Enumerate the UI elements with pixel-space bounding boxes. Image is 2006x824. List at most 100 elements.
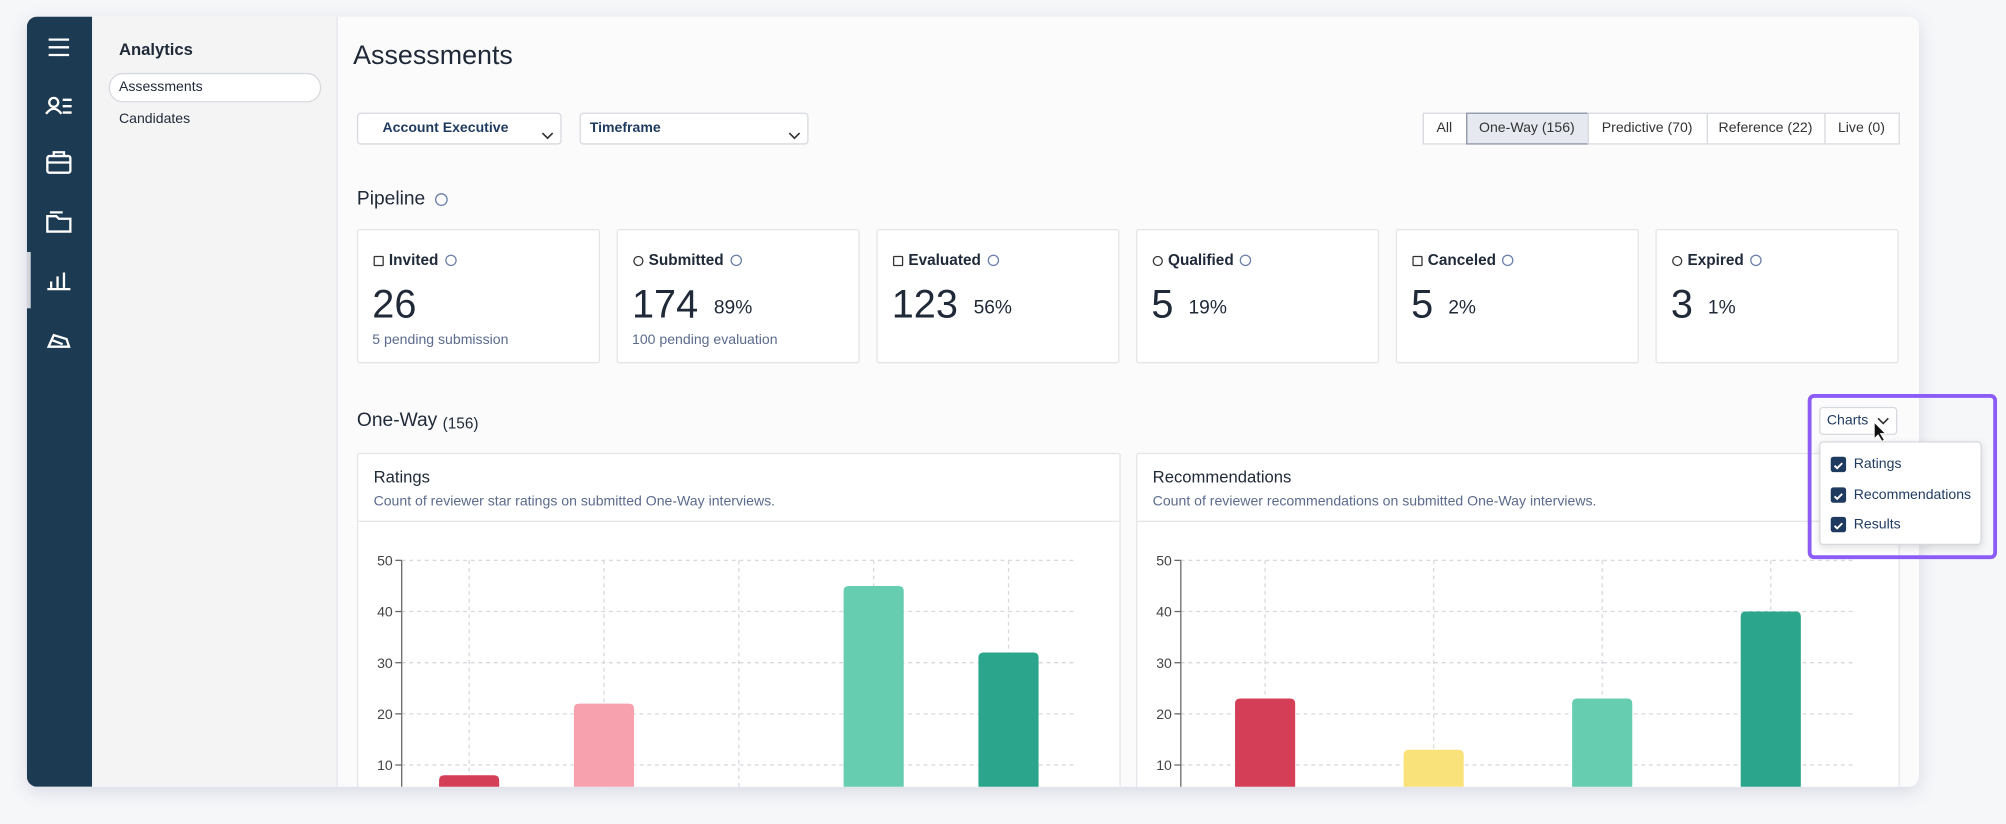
tab-label[interactable]: One-Way (156) [1479,120,1575,136]
card-value: 5 [1151,281,1174,327]
charts-button-label[interactable]: Charts [1826,413,1869,429]
pipeline-card [1395,229,1639,364]
nav-title: Analytics [118,39,193,59]
bar [1740,611,1801,787]
card-percent: 1% [1707,296,1736,319]
bar [573,703,635,787]
tab-label[interactable]: Reference (22) [1718,120,1813,136]
card-label: Submitted [648,250,724,269]
nav-item[interactable]: Assessments [118,79,203,95]
tab-label[interactable]: Predictive (70) [1601,120,1693,136]
pipeline-card [1136,229,1380,364]
checkbox-label[interactable]: Ratings [1853,456,1902,473]
active-indicator [26,252,31,309]
card-percent: 2% [1448,296,1476,319]
info-icon [987,254,1000,267]
section-count: (156) [442,414,479,433]
y-tick-label: 30 [377,655,393,671]
chart-subtitle: Count of reviewer star ratings on submit… [373,493,776,510]
card-percent: 89% [713,296,753,319]
pipeline-card [1655,229,1899,364]
pipeline-card [356,229,601,364]
checkbox[interactable] [1830,456,1847,473]
checkbox-label[interactable]: Results [1853,516,1901,533]
y-tick-label: 40 [377,604,393,620]
bar [439,775,500,787]
pipeline-card [876,229,1120,364]
filter-label[interactable]: Timeframe [589,120,661,136]
divider [1137,520,1899,522]
card-percent: 19% [1188,296,1227,319]
tab-selected[interactable] [1466,112,1589,145]
tab[interactable] [1706,112,1826,145]
card-value: 26 [372,281,417,327]
charts-menu: Ratings Recommendations Results [1819,441,1982,545]
divider [358,520,1120,522]
filter-dropdown[interactable] [356,112,562,145]
card-icon [1152,255,1163,267]
card-value: 5 [1411,281,1434,327]
info-icon [1239,254,1252,267]
chart-title: Ratings [373,466,430,487]
folders-icon[interactable] [46,211,72,233]
card-value: 3 [1670,281,1693,327]
card-label: Expired [1687,250,1744,269]
info-icon [730,254,743,267]
bar [1572,698,1633,787]
nav-item-active[interactable] [108,72,322,103]
bar-chart: 10 20 30 40 50 [1156,552,1856,787]
y-tick-label: 50 [1156,552,1172,568]
tab[interactable] [1824,112,1900,145]
y-tick-label: 40 [1156,604,1172,620]
y-tick-label: 10 [1156,757,1172,773]
highlight-box [1807,394,1998,560]
info-icon [1750,254,1762,267]
filter-label[interactable]: Account Executive [382,120,509,136]
bar [1235,698,1296,787]
card-note: 5 pending submission [372,332,509,348]
menu-icon[interactable] [48,38,70,57]
tab[interactable] [1422,112,1468,145]
card-label: Invited [388,250,439,269]
card-icon [1412,255,1423,267]
analytics-icon[interactable] [47,272,71,291]
chevron [788,124,801,147]
info-icon [445,254,457,267]
y-tick-label: 10 [377,757,393,773]
nav-item[interactable]: Candidates [118,111,191,127]
checkbox-label[interactable]: Recommendations [1853,486,1972,503]
chevron-cursor [1874,417,1889,443]
bar [978,652,1039,787]
y-tick-label: 20 [377,706,393,722]
jobs-icon[interactable] [46,151,72,174]
card-icon [892,255,904,267]
card-percent: 56% [973,296,1012,319]
bar [843,585,904,787]
bar-chart: 10 20 30 40 50 [377,552,1076,787]
chart-card: Ratings Count of reviewer star ratings on… [356,452,1121,787]
chart-subtitle: Count of reviewer recommendations on sub… [1152,493,1597,510]
tab[interactable] [1587,112,1708,145]
tab-label[interactable]: All [1436,120,1453,136]
chart-title: Recommendations [1152,466,1292,487]
secondary-nav: Analytics Assessments Candidates [92,16,338,787]
reports-icon[interactable] [46,333,71,348]
card-note: 100 pending evaluation [631,332,778,348]
checkbox[interactable] [1830,516,1847,533]
tab-label[interactable]: Live (0) [1837,120,1885,136]
y-tick-label: 30 [1156,655,1172,671]
pipeline-card [616,229,860,364]
card-value: 123 [891,281,958,327]
page-title: Assessments [353,40,513,71]
chevron [541,124,554,147]
checkbox[interactable] [1830,486,1847,503]
y-tick-label: 20 [1156,706,1172,722]
section-title: One-Way [356,409,438,432]
chart-card: Recommendations Count of reviewer recomme… [1136,452,1900,787]
candidates-icon[interactable] [45,96,72,115]
filter-dropdown[interactable] [579,112,809,145]
card-label: Evaluated [908,250,981,269]
charts-button[interactable] [1819,406,1898,435]
